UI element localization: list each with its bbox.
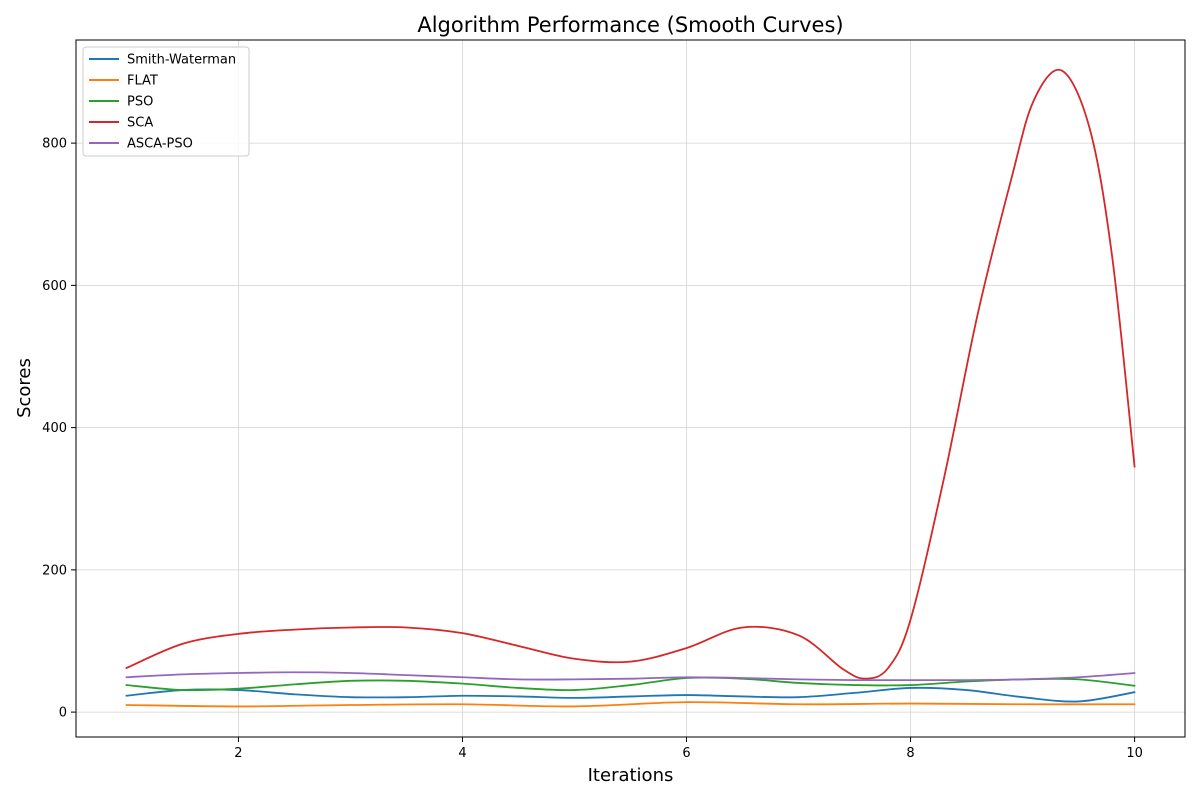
y-tick-label: 0: [59, 706, 67, 721]
series-line-flat: [125, 701, 1136, 708]
x-tick-label: 2: [234, 746, 242, 761]
x-tick-label: 8: [906, 746, 914, 761]
series-line-sca: [125, 68, 1136, 680]
series-line-pso: [125, 676, 1136, 692]
grid-lines: [76, 40, 1185, 737]
plot-frame: [75, 39, 1186, 738]
legend-entry-sca: SCA: [127, 116, 153, 131]
x-tick-label: 10: [1126, 746, 1143, 761]
legend-box: [82, 46, 250, 157]
y-axis-label: Scores: [14, 358, 35, 418]
y-tick-label: 600: [42, 279, 67, 294]
series-layer: [125, 68, 1136, 708]
y-tick-label: 800: [42, 137, 67, 152]
series-line-smith-waterman: [125, 686, 1136, 703]
legend-entry-asca-pso: ASCA-PSO: [127, 137, 193, 152]
x-tick-label: 6: [682, 746, 690, 761]
chart-title: Algorithm Performance (Smooth Curves): [417, 13, 843, 37]
x-axis-ticks: 2 4 6 8 10: [234, 737, 1143, 761]
x-axis-label: Iterations: [588, 765, 674, 786]
x-tick-label: 4: [458, 746, 466, 761]
series-line-asca-pso: [125, 671, 1136, 682]
y-tick-label: 200: [42, 563, 67, 578]
legend: Smith-Waterman FLAT PSO SCA ASCA-PSO: [82, 46, 250, 157]
legend-entry-pso: PSO: [127, 95, 153, 110]
legend-entry-smith-waterman: Smith-Waterman: [127, 53, 236, 68]
y-axis-ticks: 0 200 400 600 800: [42, 137, 76, 721]
y-tick-label: 400: [42, 421, 67, 436]
legend-entry-flat: FLAT: [127, 74, 158, 89]
